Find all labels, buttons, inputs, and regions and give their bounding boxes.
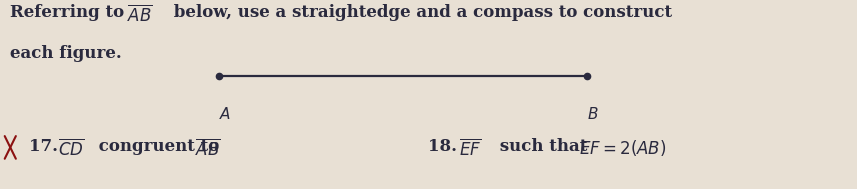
- Text: $\mathit{\overline{CD}}$: $\mathit{\overline{CD}}$: [58, 138, 85, 159]
- Text: such that: such that: [494, 138, 593, 155]
- Text: $B$: $B$: [587, 106, 598, 122]
- Text: $A$: $A$: [219, 106, 231, 122]
- Text: $\mathit{\overline{AB}}$: $\mathit{\overline{AB}}$: [127, 4, 153, 25]
- Text: $\mathit{\overline{EF}}$: $\mathit{\overline{EF}}$: [459, 138, 482, 159]
- Text: Referring to: Referring to: [10, 4, 130, 21]
- Text: $\mathit{\overline{AB}}$: $\mathit{\overline{AB}}$: [195, 138, 221, 159]
- Text: below, use a straightedge and a compass to construct: below, use a straightedge and a compass …: [168, 4, 672, 21]
- Text: congruent to: congruent to: [93, 138, 225, 155]
- Text: 17.: 17.: [29, 138, 58, 155]
- Text: each figure.: each figure.: [10, 45, 122, 62]
- Text: 18.: 18.: [428, 138, 458, 155]
- Text: $EF = 2(AB)$: $EF = 2(AB)$: [579, 138, 667, 158]
